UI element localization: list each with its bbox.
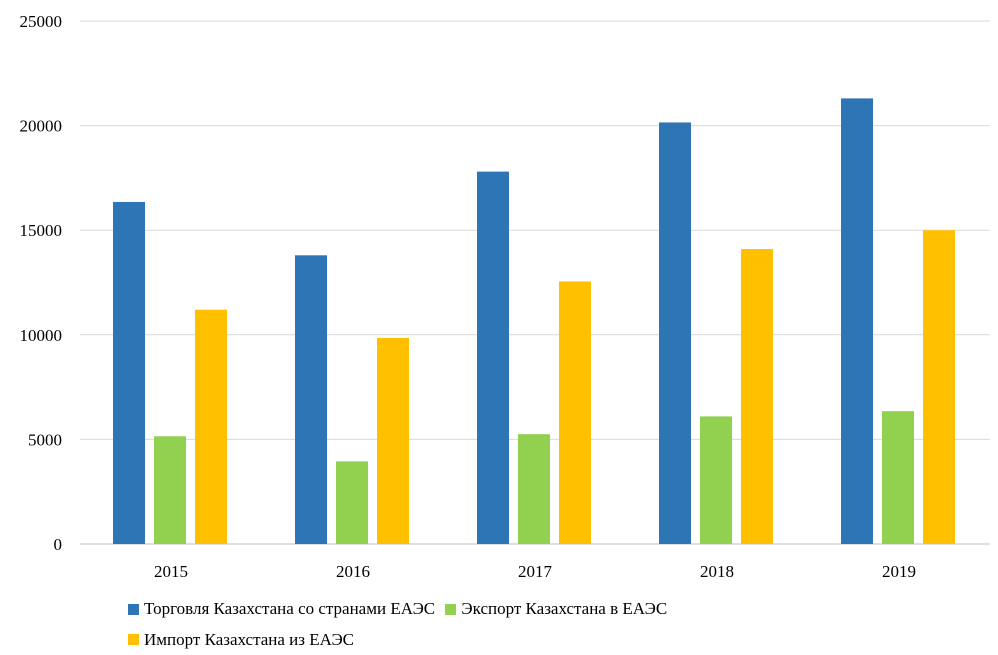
x-axis-ticks: 2015 2016 2017 2018 2019 [154,562,916,581]
bar-export-2019 [882,411,914,544]
legend-item-export: Экспорт Казахстана в ЕАЭС [445,594,667,624]
bar-import-2017 [559,281,591,544]
legend-swatch [445,603,457,615]
bar-export-2015 [154,436,186,544]
bar-export-2016 [336,461,368,544]
legend-label: Импорт Казахстана из ЕАЭС [144,629,355,649]
bar-trade-2017 [477,171,509,544]
legend: Торговля Казахстана со странами ЕАЭС Экс… [128,594,988,655]
y-axis-ticks: 0 5000 10000 15000 20000 25000 [20,12,63,554]
legend-swatch [128,634,139,645]
legend-label: Экспорт Казахстана в ЕАЭС [461,599,668,618]
bar-trade-2016 [295,255,327,544]
bar-export-2018 [700,416,732,544]
x-tick-label: 2016 [336,562,370,581]
y-tick-label: 10000 [20,326,63,345]
bar-import-2018 [741,249,773,544]
bar-import-2015 [195,309,227,544]
gridlines [80,20,990,545]
legend-item-import: Импорт Казахстана из ЕАЭС [128,625,354,655]
bars [113,98,955,545]
legend-swatch [128,603,139,615]
x-tick-label: 2019 [882,562,916,581]
y-tick-label: 15000 [20,221,63,240]
x-tick-label: 2017 [518,562,553,581]
y-tick-label: 25000 [20,12,63,31]
x-tick-label: 2018 [700,562,734,581]
bar-export-2017 [518,434,550,544]
bar-import-2016 [377,337,409,544]
y-tick-label: 5000 [28,430,62,449]
bar-trade-2019 [841,98,873,545]
bar-trade-2015 [113,201,145,544]
x-tick-label: 2015 [154,562,188,581]
bar-import-2019 [923,230,955,544]
y-tick-label: 20000 [20,117,63,136]
legend-item-trade: Торговля Казахстана со странами ЕАЭС [128,594,435,624]
bar-trade-2018 [659,122,691,544]
y-tick-label: 0 [54,535,63,554]
legend-label: Торговля Казахстана со странами ЕАЭС [144,599,436,618]
